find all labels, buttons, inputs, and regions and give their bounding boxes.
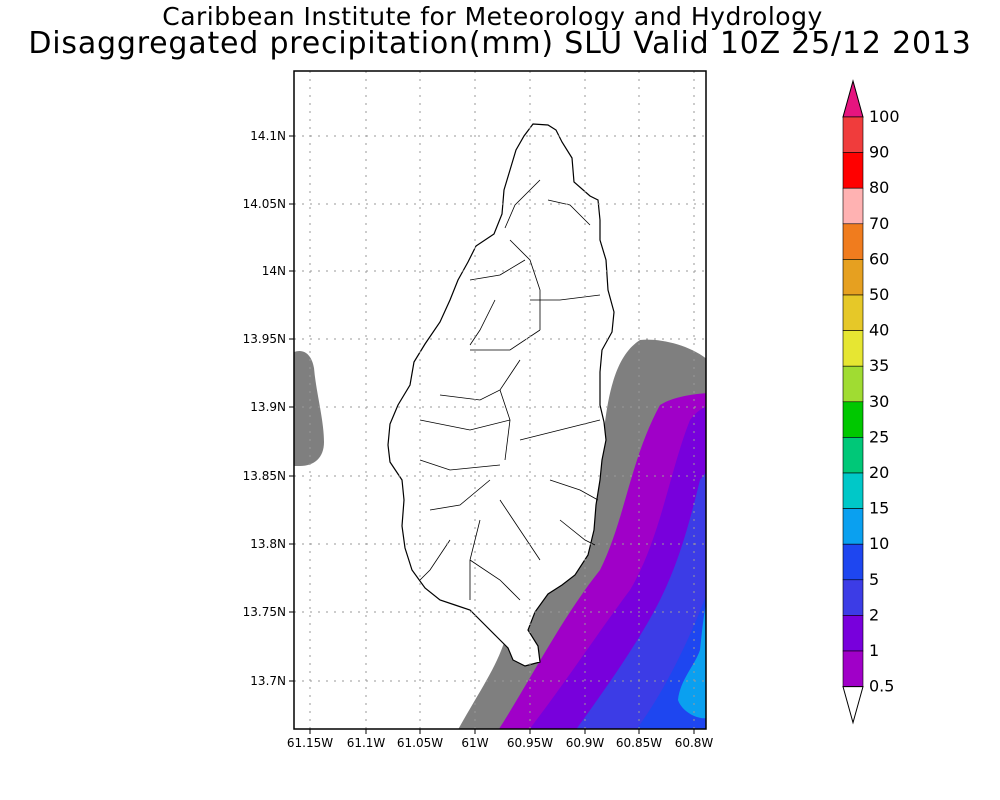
colorbar-label: 50	[869, 285, 889, 304]
colorbar-label: 35	[869, 356, 889, 375]
lat-tick-label: 13.9N	[250, 400, 286, 414]
lat-tick-label: 14.1N	[250, 129, 286, 143]
latitude-axis: 14.1N 14.05N 14N 13.95N 13.9N 13.85N 13.8N 13.7…	[243, 129, 294, 688]
colorbar-label: 20	[869, 463, 889, 482]
lat-tick-label: 13.85N	[243, 469, 286, 483]
colorbar-label: 25	[869, 427, 889, 446]
map-gridlines	[294, 71, 706, 729]
lon-tick-label: 60.8W	[675, 736, 714, 750]
map-frame	[293, 70, 707, 730]
watershed-boundaries	[419, 179, 601, 601]
lon-tick-label: 61.1W	[347, 736, 386, 750]
colorbar-label: 70	[869, 214, 889, 233]
lat-tick-label: 13.95N	[243, 332, 286, 346]
lat-tick-label: 13.7N	[250, 674, 286, 688]
lon-tick-label: 61.15W	[287, 736, 333, 750]
colorbar-bottom-arrow	[842, 686, 864, 725]
lon-tick-label: 60.9W	[566, 736, 605, 750]
lat-tick-label: 13.8N	[250, 537, 286, 551]
colorbar-label: 90	[869, 143, 889, 162]
colorbar-segment	[842, 472, 864, 509]
precip-blob-west	[294, 350, 324, 466]
colorbar-label: 40	[869, 321, 889, 340]
colorbar-segment	[842, 508, 864, 545]
colorbar-label: 60	[869, 249, 889, 268]
colorbar-label: 2	[869, 605, 879, 624]
colorbar-segment	[842, 365, 864, 403]
colorbar-label: 1	[869, 641, 879, 660]
colorbar-top-arrow	[842, 79, 864, 118]
colorbar: 100 90 80 70 60 50 40 35 30 25 20 15 10 5 2 1 0.5	[842, 79, 900, 725]
lon-tick-label: 61W	[461, 736, 488, 750]
saint-lucia-coastline	[387, 123, 615, 667]
lon-tick-label: 60.95W	[507, 736, 553, 750]
lon-tick-label: 61.05W	[397, 736, 443, 750]
colorbar-segment	[842, 543, 864, 581]
colorbar-segment	[842, 650, 864, 687]
precip-band-15	[678, 603, 706, 719]
colorbar-segment	[842, 152, 864, 189]
lat-tick-label: 14N	[262, 264, 286, 278]
colorbar-segment	[842, 259, 864, 296]
colorbar-segment	[842, 330, 864, 367]
colorbar-label: 30	[869, 392, 889, 411]
precip-band-5	[576, 472, 706, 729]
colorbar-segment	[842, 437, 864, 474]
colorbar-segment	[842, 187, 864, 225]
colorbar-segment	[842, 401, 864, 438]
colorbar-label: 10	[869, 534, 889, 553]
chart-subtitle: Disaggregated precipitation(mm) SLU Vali…	[28, 26, 972, 61]
colorbar-segment	[842, 294, 864, 331]
lat-tick-label: 13.75N	[243, 605, 286, 619]
colorbar-label: 15	[869, 499, 889, 518]
colorbar-label: 80	[869, 178, 889, 197]
colorbar-segment	[842, 223, 864, 260]
colorbar-segment	[842, 579, 864, 616]
chart-title: Caribbean Institute for Meteorology and …	[162, 2, 823, 31]
lon-tick-label: 60.85W	[616, 736, 662, 750]
colorbar-label: 5	[869, 570, 879, 589]
colorbar-label: 0.5	[869, 677, 894, 696]
colorbar-segment	[842, 615, 864, 652]
colorbar-segment	[842, 116, 864, 153]
colorbar-label: 100	[869, 107, 900, 126]
longitude-axis: 61.15W 61.1W 61.05W 61W 60.95W 60.9W 60.85W 60.…	[287, 729, 714, 750]
lat-tick-label: 14.05N	[243, 197, 286, 211]
